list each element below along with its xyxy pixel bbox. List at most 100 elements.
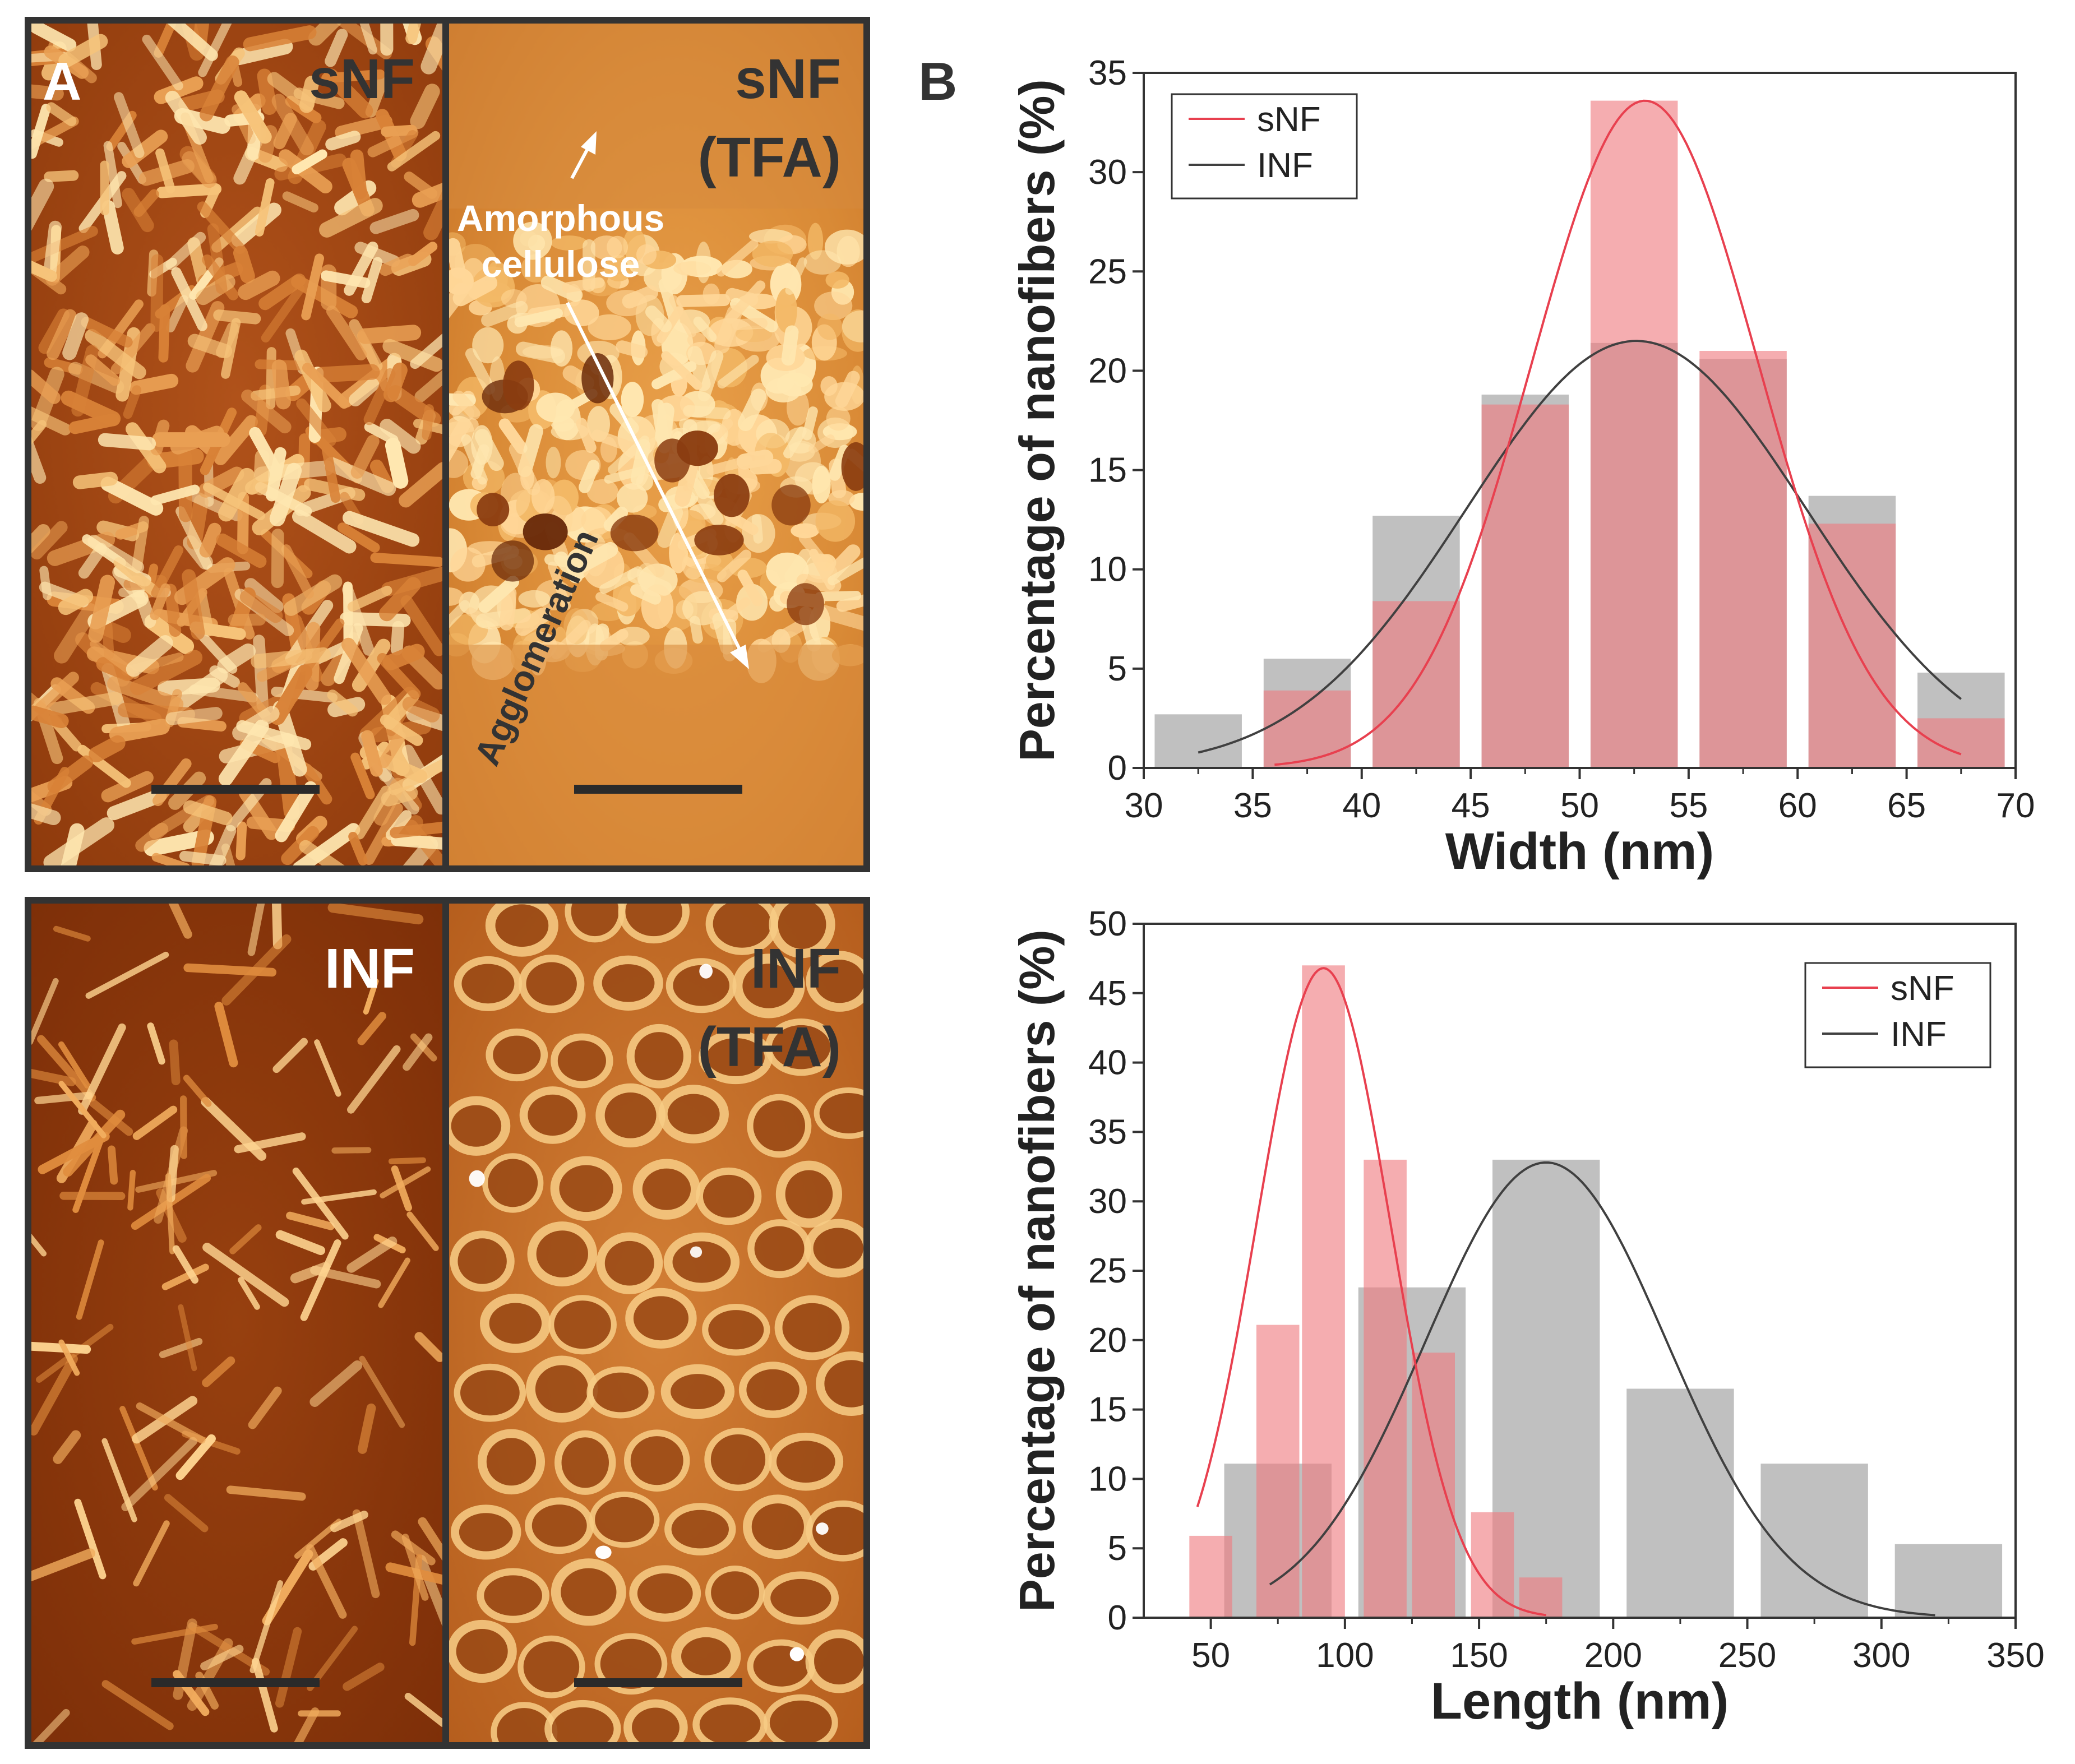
- bar-snf: [1481, 404, 1569, 768]
- afm-fiber: [326, 305, 367, 360]
- bar-inf: [1760, 1464, 1868, 1618]
- afm-texture-blob: [521, 254, 550, 283]
- afm-fiber: [515, 607, 551, 636]
- afm-fiber: [36, 1323, 114, 1383]
- y-tick-label: 20: [1088, 351, 1127, 390]
- x-tick-label: 65: [1887, 786, 1926, 825]
- afm-network-cell: [450, 1230, 515, 1292]
- afm-fiber: [449, 238, 466, 279]
- afm-fiber: [405, 24, 422, 44]
- afm-texture-blob: [654, 438, 690, 483]
- afm-fiber: [325, 29, 348, 67]
- afm-fiber: [249, 1580, 283, 1674]
- afm-fiber: [218, 719, 269, 786]
- afm-fiber: [31, 116, 79, 150]
- afm-network-cell: [618, 904, 690, 944]
- afm-fiber: [171, 267, 207, 331]
- image-title-inf: INF: [325, 937, 415, 1000]
- afm-fiber: [133, 1520, 170, 1587]
- y-tick-label: 20: [1088, 1321, 1127, 1360]
- afm-fiber: [359, 24, 377, 55]
- afm-fiber: [168, 904, 192, 939]
- afm-texture-blob: [775, 288, 797, 333]
- afm-texture-blob: [469, 1170, 485, 1187]
- afm-fiber: [292, 1167, 349, 1240]
- afm-network-cell: [632, 1159, 701, 1220]
- image-subtitle-inf-tfa: (TFA): [698, 1016, 841, 1078]
- afm-fiber: [58, 589, 94, 615]
- afm-fiber: [717, 354, 759, 389]
- afm-fiber: [74, 1498, 107, 1580]
- afm-network-cell: [664, 1503, 736, 1555]
- afm-fiber: [200, 1645, 244, 1670]
- afm-fiber: [391, 1165, 412, 1211]
- y-tick-label: 15: [1088, 451, 1127, 490]
- afm-texture-blob: [814, 291, 853, 321]
- afm-network-cell: [626, 1024, 692, 1089]
- afm-texture-blob: [824, 229, 863, 265]
- afm-fiber: [401, 1534, 429, 1601]
- y-tick-label: 30: [1088, 153, 1127, 192]
- afm-fiber: [199, 55, 239, 122]
- afm-fiber: [302, 363, 349, 409]
- afm-fiber: [361, 257, 383, 304]
- afm-fiber: [357, 325, 422, 344]
- afm-texture-blob: [581, 353, 614, 404]
- afm-image-snf: [31, 24, 443, 865]
- afm-fiber: [714, 305, 742, 354]
- afm-fiber: [107, 676, 184, 712]
- afm-network-cell: [477, 1429, 546, 1495]
- legend: [1804, 962, 1991, 1068]
- afm-fiber: [233, 127, 267, 185]
- afm-fiber: [89, 735, 126, 762]
- afm-fiber: [449, 283, 469, 319]
- afm-fiber: [350, 752, 375, 799]
- afm-fiber: [165, 1173, 175, 1254]
- afm-fiber: [183, 800, 233, 826]
- afm-fiber: [461, 434, 488, 485]
- y-tick-label: 45: [1088, 974, 1127, 1013]
- afm-texture-blob: [449, 587, 464, 606]
- x-tick-label: 150: [1450, 1636, 1508, 1675]
- afm-network-cell: [705, 1566, 765, 1620]
- afm-fiber: [327, 689, 358, 717]
- afm-fiber: [178, 1304, 197, 1372]
- y-tick-label: 35: [1088, 54, 1127, 92]
- afm-fiber: [257, 68, 277, 115]
- afm-fiber: [449, 600, 470, 629]
- afm-fiber: [209, 665, 240, 688]
- afm-fiber: [231, 202, 281, 248]
- afm-fiber: [737, 570, 763, 606]
- afm-fiber: [38, 1131, 110, 1174]
- length-histogram: 50 100 150 200 250 300 350 0 5 10 15 20 25 30 35 40 45 50…: [1009, 905, 2045, 1730]
- x-tick-label: 250: [1718, 1636, 1776, 1675]
- afm-fiber: [249, 427, 282, 476]
- afm-fiber: [31, 260, 58, 282]
- afm-texture-blob: [472, 327, 504, 364]
- afm-network-cell: [625, 1288, 697, 1349]
- afm-network-cell: [586, 1366, 655, 1419]
- afm-texture-blob: [586, 479, 618, 504]
- afm-fiber: [78, 1023, 126, 1115]
- afm-fiber: [43, 220, 62, 279]
- afm-texture-blob: [518, 590, 551, 608]
- afm-fiber: [130, 650, 203, 696]
- afm-fiber: [100, 476, 164, 516]
- afm-fiber: [390, 621, 405, 656]
- afm-fiber: [350, 149, 367, 200]
- afm-network-cell: [550, 1156, 622, 1221]
- afm-fiber: [379, 253, 414, 276]
- afm-fiber: [306, 1544, 347, 1619]
- y-tick-label: 40: [1088, 1044, 1127, 1082]
- afm-fiber: [180, 1095, 187, 1159]
- afm-fiber: [379, 577, 421, 622]
- afm-fiber: [591, 429, 637, 453]
- afm-fiber: [167, 24, 218, 61]
- afm-fiber: [155, 148, 175, 193]
- afm-fiber: [465, 348, 496, 395]
- afm-fiber: [142, 34, 183, 91]
- afm-fiber: [737, 388, 766, 432]
- afm-fiber: [325, 131, 361, 151]
- arrow-agglomeration: [566, 302, 749, 669]
- afm-fiber: [319, 198, 383, 238]
